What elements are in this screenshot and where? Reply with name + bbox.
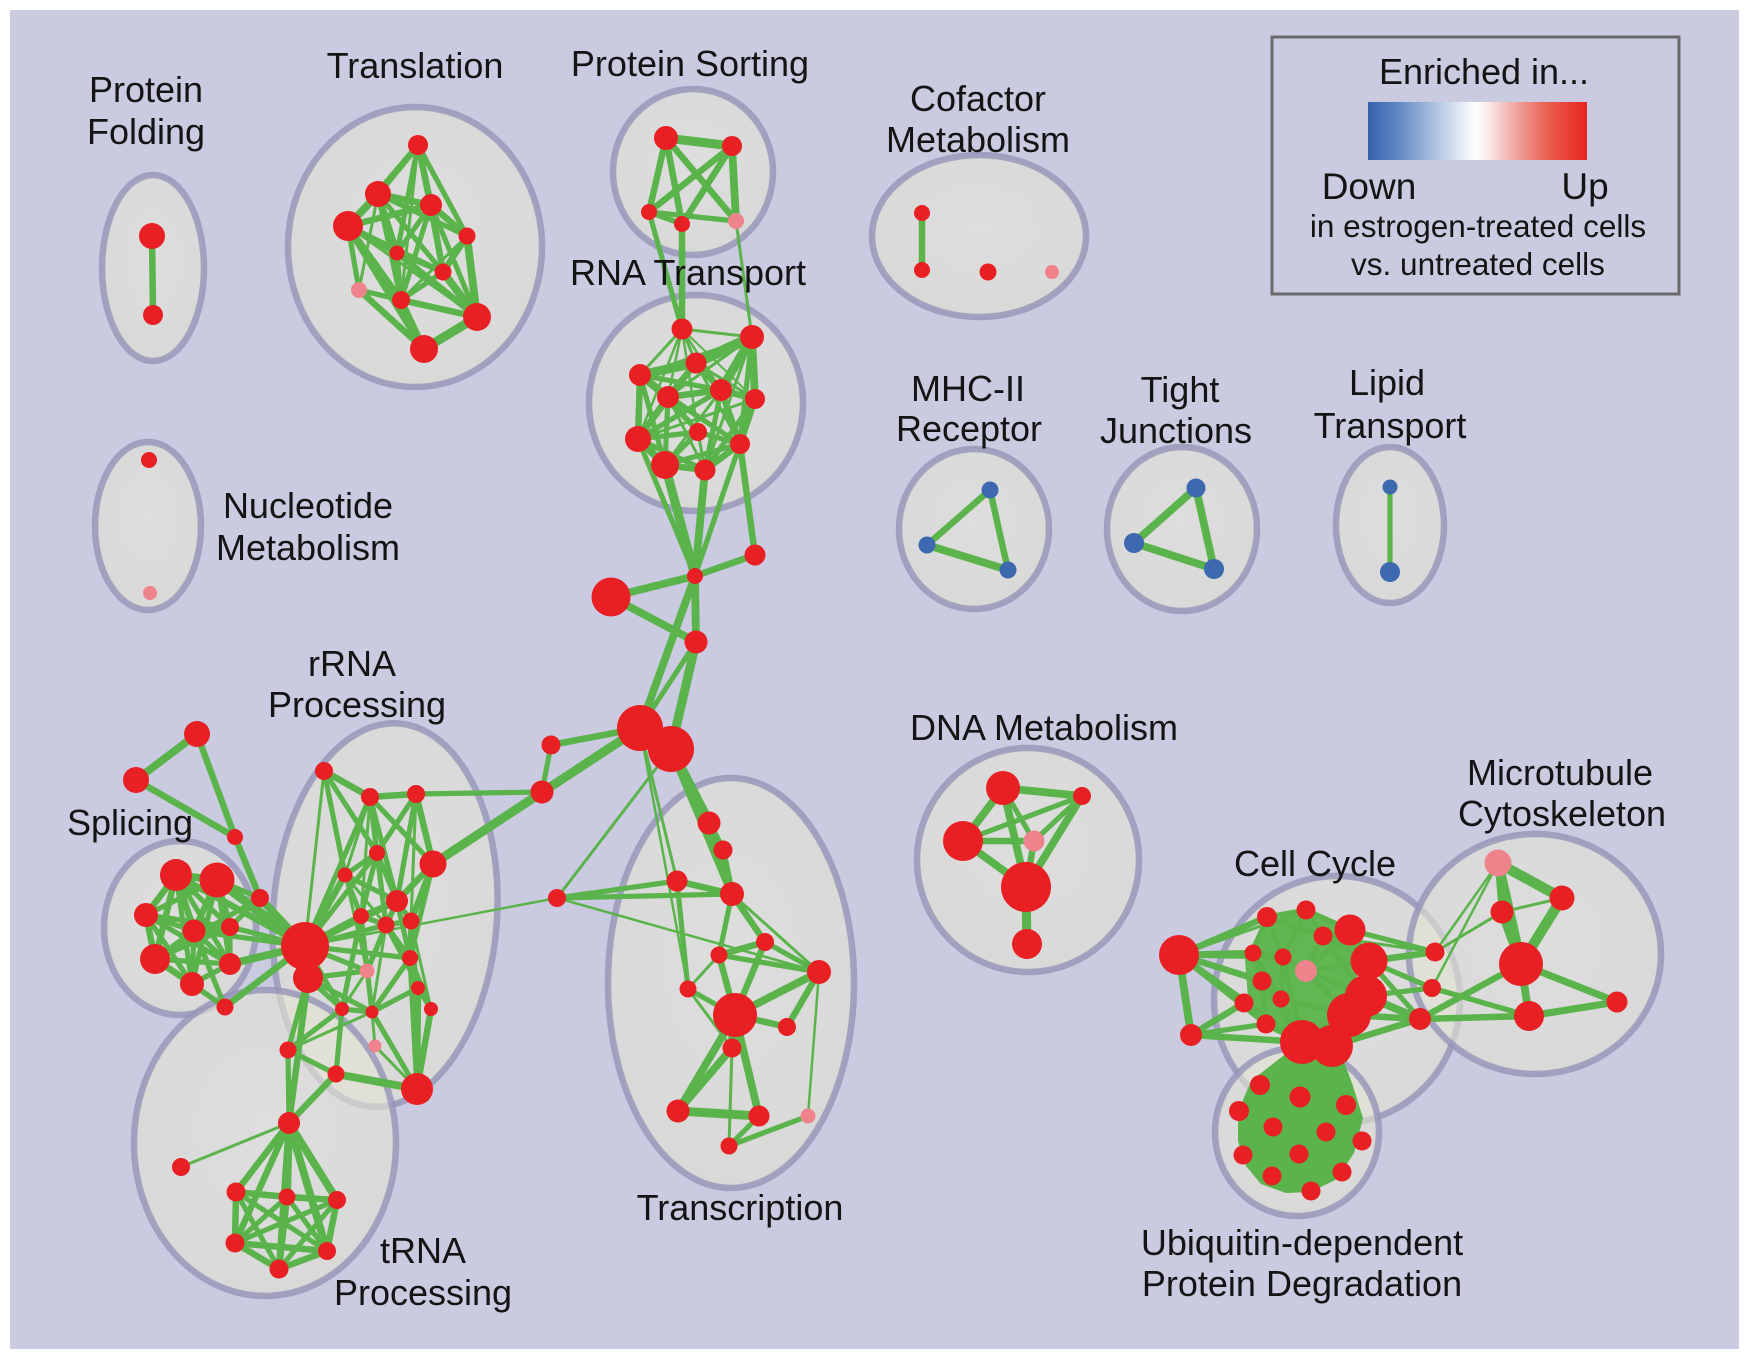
svg-text:Translation: Translation xyxy=(327,45,504,86)
svg-text:Lipid: Lipid xyxy=(1349,362,1425,403)
svg-text:Splicing: Splicing xyxy=(67,802,193,843)
svg-text:Metabolism: Metabolism xyxy=(886,119,1070,160)
svg-text:Protein Sorting: Protein Sorting xyxy=(571,43,809,84)
svg-text:Enriched in...: Enriched in... xyxy=(1379,51,1589,92)
svg-text:RNA Transport: RNA Transport xyxy=(570,252,806,293)
svg-text:Up: Up xyxy=(1561,166,1608,207)
svg-text:Transport: Transport xyxy=(1314,405,1467,446)
svg-text:Cytoskeleton: Cytoskeleton xyxy=(1458,793,1666,834)
svg-text:Tight: Tight xyxy=(1141,369,1220,410)
svg-text:in estrogen-treated cells: in estrogen-treated cells xyxy=(1310,208,1646,244)
svg-text:Junctions: Junctions xyxy=(1100,410,1252,451)
svg-text:Microtubule: Microtubule xyxy=(1467,752,1653,793)
svg-text:rRNA: rRNA xyxy=(308,643,396,684)
svg-text:Folding: Folding xyxy=(87,111,205,152)
svg-text:Receptor: Receptor xyxy=(896,408,1042,449)
svg-text:Nucleotide: Nucleotide xyxy=(223,485,393,526)
svg-text:Protein Degradation: Protein Degradation xyxy=(1142,1263,1462,1304)
svg-text:Protein: Protein xyxy=(89,69,203,110)
svg-text:vs. untreated cells: vs. untreated cells xyxy=(1351,246,1605,282)
svg-text:tRNA: tRNA xyxy=(380,1230,466,1271)
svg-text:Cell Cycle: Cell Cycle xyxy=(1234,843,1396,884)
svg-text:Processing: Processing xyxy=(268,684,446,725)
svg-text:Ubiquitin-dependent: Ubiquitin-dependent xyxy=(1141,1222,1463,1263)
svg-text:Cofactor: Cofactor xyxy=(910,78,1046,119)
svg-text:Down: Down xyxy=(1322,166,1417,207)
svg-text:DNA Metabolism: DNA Metabolism xyxy=(910,707,1178,748)
svg-text:Metabolism: Metabolism xyxy=(216,527,400,568)
svg-text:Transcription: Transcription xyxy=(637,1187,844,1228)
svg-text:MHC-II: MHC-II xyxy=(911,368,1025,409)
svg-text:Processing: Processing xyxy=(334,1272,512,1313)
